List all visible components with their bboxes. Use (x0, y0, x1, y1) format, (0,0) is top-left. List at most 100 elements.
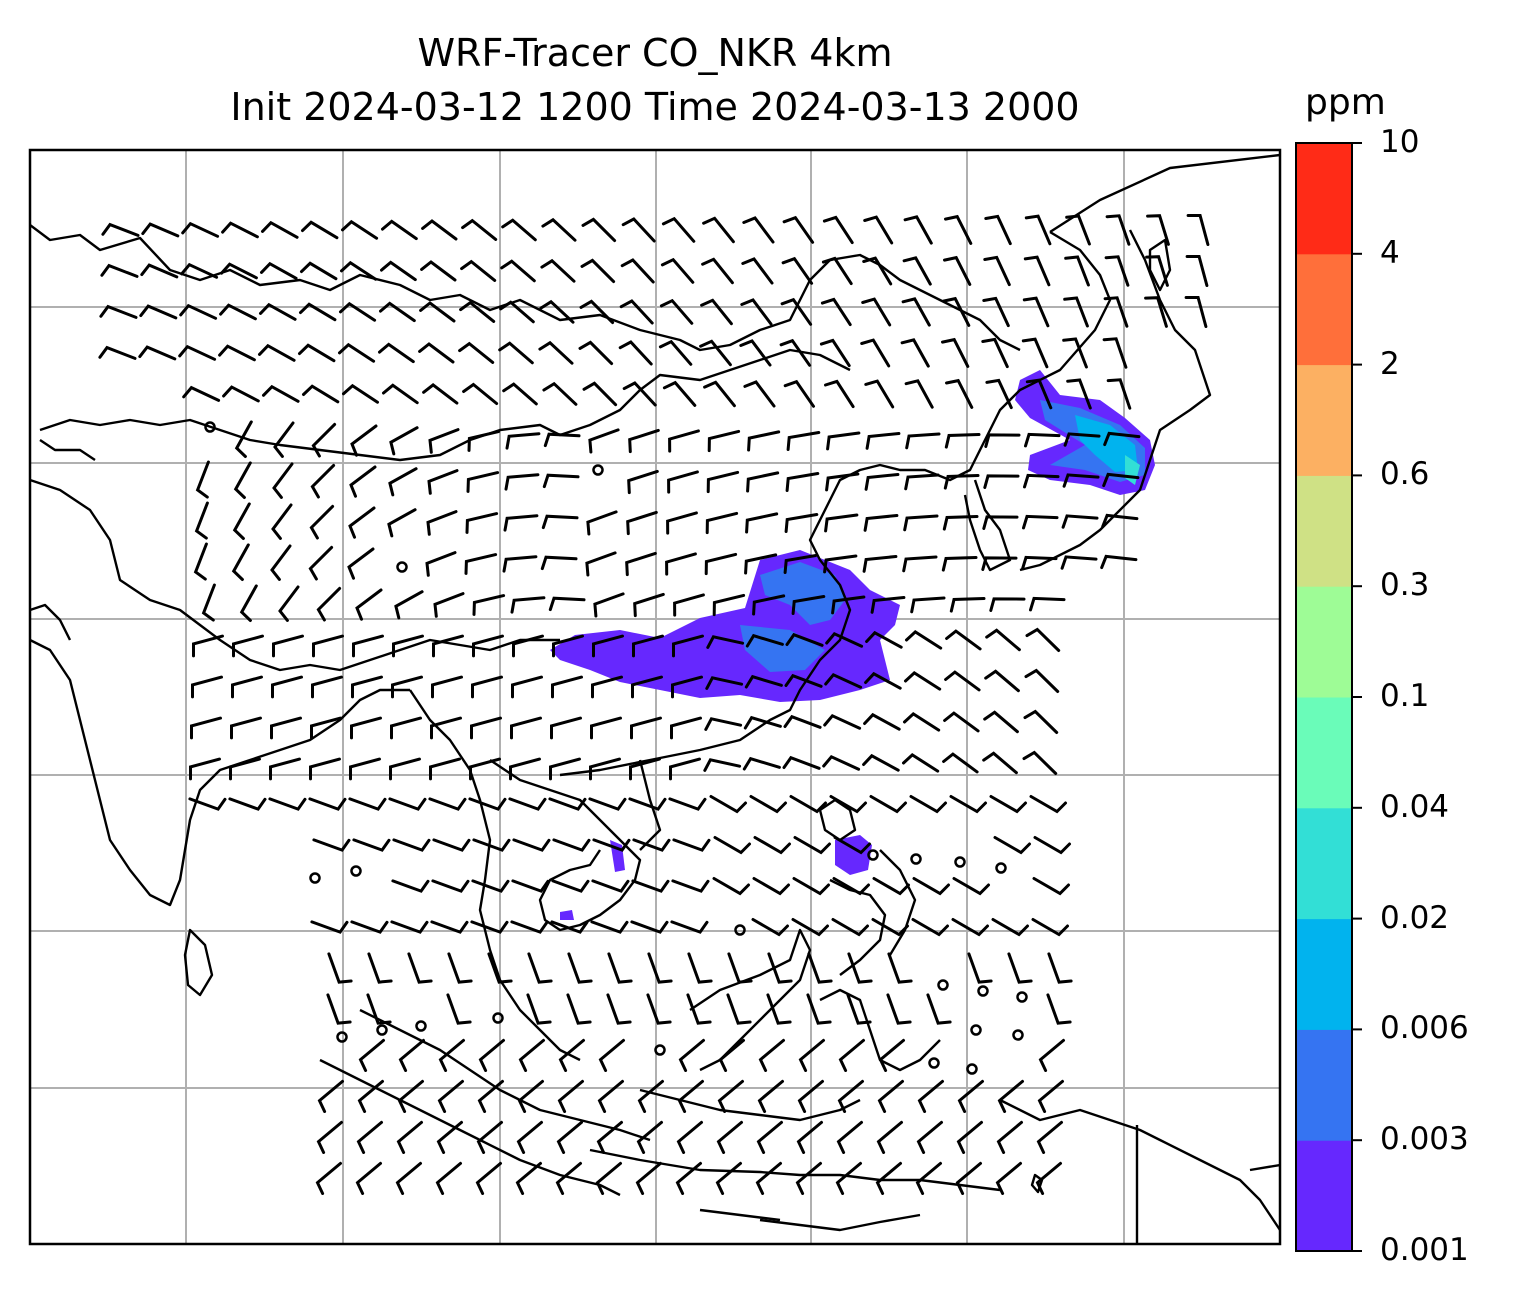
wind-barb (646, 993, 672, 1025)
wind-barb (1186, 214, 1210, 246)
wind-barb (518, 1038, 545, 1072)
calm-wind-marker (492, 1012, 504, 1024)
colorbar-tick-label: 0.3 (1380, 567, 1430, 604)
wind-barb (231, 675, 263, 699)
wind-barb (422, 383, 459, 405)
wind-barb (632, 634, 664, 658)
wind-barb (220, 262, 258, 280)
wind-barb (887, 952, 913, 984)
wind-barb (875, 1161, 902, 1195)
wind-barb (706, 470, 740, 494)
calm-wind-marker (309, 872, 321, 884)
wind-barb (676, 1120, 703, 1154)
wind-barb (589, 757, 621, 781)
wind-barb (578, 340, 614, 366)
wind-barb (1062, 337, 1088, 369)
colorbar-segment (1296, 143, 1352, 255)
wind-barb (1047, 952, 1073, 984)
wind-barb (699, 339, 732, 367)
title-line-1: WRF-Tracer CO_NKR 4km (417, 31, 893, 75)
wind-barb (566, 993, 592, 1025)
wind-barb (715, 1161, 742, 1195)
colorbar-tick-label: 0.02 (1380, 899, 1450, 936)
wind-barb (99, 304, 138, 319)
wind-barb (670, 920, 709, 934)
wind-barb (672, 838, 711, 852)
wind-barb (744, 553, 778, 575)
wind-barb (228, 797, 267, 811)
wind-barb (392, 838, 431, 852)
wind-barb (747, 430, 781, 452)
wind-barb (219, 303, 257, 321)
wind-barb (637, 1079, 664, 1113)
wind-barb (755, 1161, 782, 1195)
wind-barb (299, 302, 337, 322)
wind-barb (745, 633, 784, 648)
wind-barb (391, 879, 430, 893)
wind-barb (308, 545, 334, 581)
wind-barb (394, 590, 424, 620)
wind-barb (397, 1079, 424, 1113)
wind-barb (791, 595, 826, 615)
wind-barb (915, 1161, 942, 1195)
wind-barb (591, 879, 630, 893)
wind-barb (904, 379, 934, 409)
wind-barb (597, 1079, 624, 1113)
wind-barb (542, 473, 580, 489)
wind-barb (556, 1120, 583, 1154)
wind-barb (552, 838, 591, 852)
wind-barb (821, 256, 853, 286)
wind-barb (780, 297, 813, 326)
wind-barb (983, 255, 1011, 287)
wind-barb (179, 303, 218, 320)
wind-barb (487, 952, 513, 984)
wind-barb (232, 502, 251, 540)
wind-barb (436, 1120, 463, 1154)
wind-barb (981, 556, 1018, 571)
wind-barb (825, 631, 864, 648)
wind-barb (1037, 1079, 1064, 1113)
wind-barb (1023, 473, 1060, 489)
wind-barb (1103, 296, 1129, 328)
wind-barb (300, 261, 338, 281)
wind-barb (349, 757, 381, 781)
wind-barb (872, 877, 910, 896)
wind-barb (567, 952, 593, 984)
wind-barb (865, 432, 901, 450)
wind-barb (626, 510, 658, 536)
wind-barb (538, 340, 574, 365)
wind-barb (996, 1120, 1023, 1154)
wind-barb (550, 920, 589, 934)
wind-barb (783, 714, 822, 729)
wind-barb (1031, 918, 1069, 937)
wind-barb (270, 544, 292, 581)
wind-barb (752, 594, 786, 616)
wind-barb (582, 381, 618, 407)
wind-barb (388, 797, 427, 811)
wind-barb (233, 461, 252, 499)
wind-barb (631, 879, 670, 893)
wind-barb (903, 215, 933, 245)
wind-barb (356, 1120, 383, 1154)
wind-barb (141, 222, 180, 238)
wind-barb (395, 1161, 422, 1195)
tracer-plumes (550, 370, 1155, 920)
wind-barb (358, 1038, 385, 1072)
wind-barb (309, 504, 335, 540)
wind-barb (903, 712, 941, 732)
wind-barb (310, 463, 336, 499)
title-line-2: Init 2024-03-12 1200 Time 2024-03-13 200… (230, 85, 1080, 129)
wind-barb (340, 260, 378, 281)
wind-barb (178, 344, 217, 361)
colorbar-tick-label: 0.1 (1380, 678, 1430, 714)
wind-barb (823, 554, 858, 574)
wind-barb (744, 674, 783, 689)
wind-barb (631, 675, 663, 699)
wind-barb (596, 1120, 623, 1154)
wind-barb (712, 593, 746, 617)
wind-barb (677, 1079, 704, 1113)
wind-barb (673, 593, 705, 617)
wind-barb (459, 300, 496, 323)
wind-barb (138, 345, 177, 361)
wind-barb (341, 219, 379, 240)
